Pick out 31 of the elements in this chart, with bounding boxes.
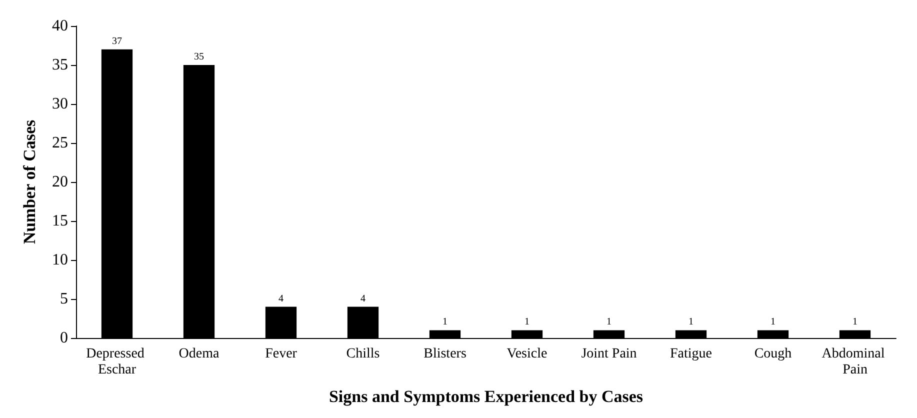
y-tick-label: 35 (52, 56, 68, 74)
y-tick-label: 40 (52, 18, 68, 34)
y-axis-title: Number of Cases (20, 119, 39, 244)
data-label: 1 (606, 316, 612, 328)
y-tick-label: 20 (52, 174, 68, 190)
data-label: 1 (442, 316, 448, 328)
x-tick-label: Abdominal Pain (822, 346, 888, 378)
y-tick-label: 5 (60, 290, 68, 308)
data-label: 1 (688, 316, 694, 328)
x-tick-label: Depressed Eschar (86, 346, 148, 378)
x-tick-label: Joint Pain (581, 346, 637, 362)
x-tick-label: Vesicle (506, 346, 548, 362)
y-tick-label: 25 (52, 134, 68, 152)
x-axis-title: Signs and Symptoms Experienced by Cases (328, 387, 644, 406)
y-tick-label: 15 (52, 212, 68, 230)
y-tick-label: 10 (52, 252, 68, 268)
x-tick-label: Fatigue (670, 346, 712, 362)
data-label: 37 (112, 36, 122, 47)
data-label: 1 (770, 316, 776, 328)
y-tick-label: 30 (52, 96, 68, 112)
x-tick-label: Blisters (424, 346, 466, 362)
x-tick-label: Fever (265, 346, 298, 362)
x-tick-label: Cough (754, 346, 792, 362)
data-label: 1 (852, 316, 858, 328)
data-label: 4 (360, 293, 366, 304)
x-tick-label: Chills (346, 346, 380, 362)
data-label: 4 (278, 293, 284, 304)
data-label: 35 (194, 52, 204, 62)
y-tick-label: 0 (60, 330, 68, 346)
x-tick-label: Odema (178, 346, 220, 362)
data-label: 1 (524, 316, 530, 328)
